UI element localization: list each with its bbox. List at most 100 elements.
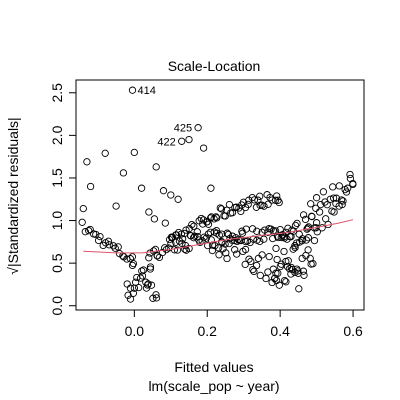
data-point xyxy=(212,213,220,221)
point-label-425: 425 xyxy=(174,123,192,135)
data-point xyxy=(147,281,156,289)
data-point xyxy=(78,218,86,226)
data-point xyxy=(280,247,288,256)
data-point xyxy=(250,196,259,204)
data-point xyxy=(307,200,315,208)
data-point xyxy=(228,232,237,240)
data-point xyxy=(293,219,301,228)
data-point xyxy=(128,86,137,94)
y-tick-label: 2.5 xyxy=(49,83,65,103)
data-point xyxy=(199,220,207,228)
data-point xyxy=(269,234,277,243)
data-point xyxy=(135,283,143,292)
data-point xyxy=(233,250,241,258)
x-tick-label: 0.2 xyxy=(198,323,218,339)
data-point xyxy=(335,182,343,190)
data-point xyxy=(207,184,215,192)
data-point xyxy=(215,251,223,259)
model-formula-label: lm(scale_pop ~ year) xyxy=(148,378,279,394)
y-tick-label: 1.0 xyxy=(49,211,65,231)
data-point xyxy=(137,184,146,192)
data-point xyxy=(178,137,186,145)
data-point xyxy=(313,228,321,236)
y-tick-label: 1.5 xyxy=(49,168,65,188)
data-point xyxy=(144,280,152,288)
data-point xyxy=(304,223,313,231)
data-point xyxy=(96,232,104,241)
data-point xyxy=(273,255,281,264)
data-point xyxy=(152,294,161,302)
data-point xyxy=(128,253,137,261)
data-point xyxy=(254,196,262,204)
data-point xyxy=(216,204,224,212)
data-point xyxy=(299,267,308,275)
data-point xyxy=(278,230,287,239)
data-point xyxy=(212,226,221,235)
data-point xyxy=(294,267,302,275)
data-point xyxy=(310,236,319,245)
data-point xyxy=(128,261,137,270)
data-point xyxy=(260,235,268,243)
data-point xyxy=(153,252,162,260)
data-point xyxy=(177,230,186,238)
data-point xyxy=(188,220,196,229)
data-point xyxy=(318,224,326,232)
x-tick-label: 0.4 xyxy=(270,323,290,339)
x-axis-label: Fitted values xyxy=(174,359,253,375)
data-point xyxy=(304,234,312,242)
data-point xyxy=(79,204,87,213)
point-label-414: 414 xyxy=(138,85,156,97)
data-point xyxy=(267,225,275,233)
data-point xyxy=(218,238,226,246)
data-point xyxy=(332,194,341,202)
data-point xyxy=(86,182,95,191)
data-point xyxy=(248,225,257,233)
data-point xyxy=(208,246,217,255)
data-point xyxy=(275,198,283,207)
data-point xyxy=(265,252,273,261)
data-point xyxy=(346,170,354,179)
data-point xyxy=(241,245,250,254)
data-point xyxy=(130,148,138,157)
y-axis-label: √|Standardized residuals| xyxy=(5,117,21,274)
data-point xyxy=(289,245,297,253)
data-point xyxy=(344,184,352,192)
data-point xyxy=(214,244,223,252)
data-point xyxy=(256,271,264,280)
data-point xyxy=(146,265,154,273)
data-point xyxy=(304,246,312,254)
data-point xyxy=(337,196,346,204)
x-axis: 0.0 0.2 0.4 0.6 xyxy=(125,309,363,339)
data-point xyxy=(185,244,193,253)
data-point xyxy=(119,169,128,177)
data-point xyxy=(280,276,289,285)
data-point xyxy=(301,215,310,224)
data-point xyxy=(244,200,252,209)
data-point xyxy=(312,194,321,202)
data-point xyxy=(247,257,255,266)
point-label-422: 422 xyxy=(157,136,175,148)
data-point xyxy=(312,204,320,212)
data-point xyxy=(146,249,154,257)
data-point xyxy=(217,205,226,213)
y-axis: 0.0 0.5 1.0 1.5 2.0 2.5 xyxy=(49,83,77,315)
data-point xyxy=(126,295,135,303)
data-point xyxy=(330,208,338,216)
data-point xyxy=(272,244,280,253)
data-point xyxy=(204,241,212,250)
data-point xyxy=(308,212,316,221)
data-point xyxy=(253,227,261,235)
data-point xyxy=(275,281,283,289)
data-point xyxy=(197,214,205,223)
data-point xyxy=(299,211,308,219)
data-point xyxy=(114,243,122,251)
data-point xyxy=(256,237,264,246)
data-point xyxy=(109,242,118,250)
data-point xyxy=(185,135,193,144)
data-point xyxy=(199,144,208,152)
data-point xyxy=(185,224,193,233)
data-point xyxy=(237,236,245,245)
data-point xyxy=(249,265,257,274)
data-point xyxy=(283,235,291,243)
